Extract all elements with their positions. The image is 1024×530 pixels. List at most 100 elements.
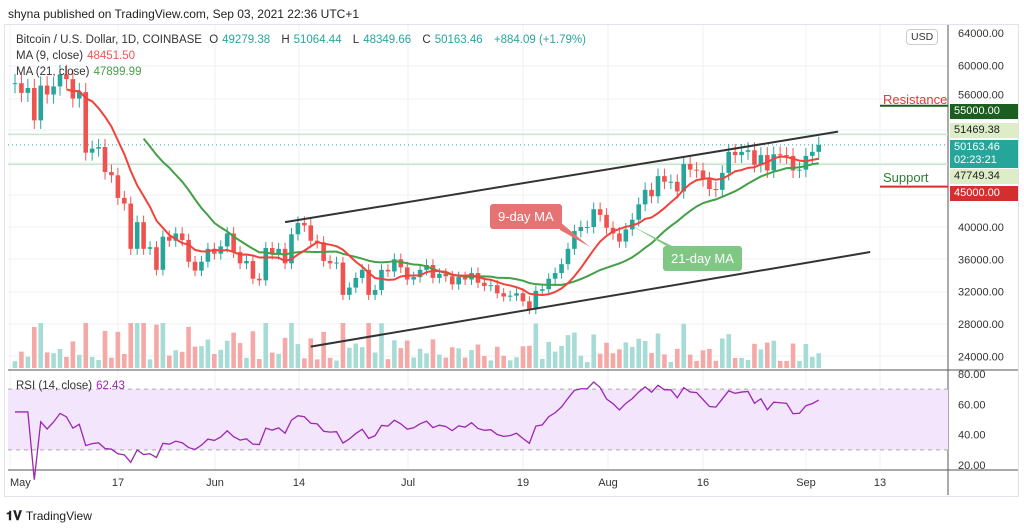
volume-bar bbox=[115, 331, 121, 368]
resistance-price-label: 55000.00 bbox=[950, 104, 1018, 119]
time-tick: 19 bbox=[517, 477, 529, 489]
volume-bar bbox=[488, 360, 494, 368]
ma9-legend[interactable]: MA (9, close) 48451.50 bbox=[16, 50, 139, 62]
chart-panel[interactable] bbox=[4, 24, 1019, 497]
candle-body bbox=[604, 214, 609, 228]
volume-bar bbox=[404, 340, 410, 368]
candle-body bbox=[745, 150, 751, 152]
volume-bar bbox=[803, 343, 809, 368]
ma9-annotation-pointer bbox=[560, 222, 590, 247]
volume-bar bbox=[597, 353, 603, 368]
candle-body bbox=[514, 293, 519, 296]
publish-info: shyna published on TradingView.com, Sep … bbox=[8, 7, 360, 21]
volume-bar bbox=[321, 331, 326, 368]
volume-bar bbox=[765, 342, 770, 368]
currency-button[interactable]: USD bbox=[906, 29, 939, 45]
candle-body bbox=[694, 169, 699, 171]
volume-bar bbox=[160, 323, 166, 368]
ma21-label: MA (21, close) bbox=[16, 66, 90, 78]
candle-body bbox=[340, 262, 346, 295]
candle-body bbox=[462, 277, 468, 280]
time-tick: 17 bbox=[112, 477, 124, 489]
candle-body bbox=[205, 248, 211, 262]
volume-bar bbox=[411, 357, 416, 368]
tradingview-logo[interactable]: 𝟏𝐕 TradingView bbox=[6, 508, 92, 524]
candle-body bbox=[777, 154, 783, 156]
volume-bar bbox=[141, 323, 146, 368]
volume-bar bbox=[668, 362, 674, 368]
candle-body bbox=[12, 83, 18, 85]
volume-bar bbox=[44, 352, 50, 368]
time-tick: Jun bbox=[206, 477, 224, 489]
candle-body bbox=[237, 252, 243, 264]
candle-body bbox=[231, 233, 236, 253]
change-value: +884.09 (+1.79%) bbox=[493, 34, 586, 46]
volume-bar bbox=[302, 358, 307, 368]
support-annotation: Support bbox=[883, 170, 929, 185]
tradingview-logo-icon: 𝟏𝐕 bbox=[6, 508, 22, 523]
candle-body bbox=[552, 273, 558, 279]
candle-body bbox=[784, 155, 789, 157]
ma9-label: MA (9, close) bbox=[16, 50, 84, 62]
ma21-legend[interactable]: MA (21, close) 47899.99 bbox=[16, 66, 145, 78]
high-label: H bbox=[281, 34, 290, 46]
candle-body bbox=[31, 88, 37, 121]
candle-body bbox=[51, 86, 56, 95]
candle-body bbox=[417, 269, 423, 278]
volume-bar bbox=[816, 353, 822, 368]
volume-bar bbox=[810, 356, 815, 368]
price-tick: 40000.00 bbox=[958, 222, 1004, 234]
volume-bar bbox=[231, 332, 236, 368]
volume-bar bbox=[546, 341, 551, 368]
volume-bar bbox=[456, 348, 461, 368]
volume-bar bbox=[501, 355, 506, 368]
volume-bar bbox=[392, 340, 397, 368]
candle-body bbox=[713, 189, 719, 191]
candle-body bbox=[96, 147, 101, 149]
volume-bar bbox=[31, 327, 37, 368]
volume-bar bbox=[578, 355, 584, 368]
candle-body bbox=[372, 290, 378, 295]
volume-bar bbox=[212, 353, 217, 368]
candle-body bbox=[199, 261, 204, 271]
volume-bar bbox=[205, 339, 211, 368]
candle-body bbox=[179, 233, 185, 240]
candle-body bbox=[475, 273, 481, 283]
ma9-line bbox=[66, 88, 819, 296]
price-tick: 60000.00 bbox=[958, 60, 1004, 72]
ma9-value: 48451.50 bbox=[87, 50, 136, 62]
candle-body bbox=[488, 285, 494, 287]
candle-body bbox=[398, 259, 404, 268]
candle-body bbox=[57, 74, 63, 87]
volume-bar bbox=[359, 347, 365, 368]
volume-bar bbox=[96, 359, 101, 368]
volume-bar bbox=[443, 357, 449, 368]
volume-bar bbox=[89, 356, 95, 368]
candle-body bbox=[578, 227, 584, 232]
symbol-legend: Bitcoin / U.S. Dollar, 1D, COINBASE O 492… bbox=[16, 34, 590, 46]
rsi-tick: 20.00 bbox=[958, 460, 986, 472]
candle-body bbox=[359, 269, 365, 278]
volume-bar bbox=[507, 360, 513, 368]
rsi-legend[interactable]: RSI (14, close) 62.43 bbox=[16, 380, 129, 392]
candle-body bbox=[636, 204, 642, 220]
volume-bar bbox=[449, 347, 455, 368]
candle-body bbox=[700, 170, 706, 180]
volume-bar bbox=[758, 349, 764, 368]
candle-body bbox=[64, 74, 69, 80]
candle-body bbox=[366, 269, 371, 295]
candle-body bbox=[353, 277, 359, 288]
volume-bar bbox=[25, 356, 31, 368]
volume-bar bbox=[649, 353, 654, 368]
volume-bar bbox=[629, 346, 635, 368]
candle-body bbox=[597, 209, 603, 215]
candle-body bbox=[128, 203, 134, 249]
volume-bar bbox=[385, 359, 391, 368]
symbol-title: Bitcoin / U.S. Dollar, 1D, COINBASE bbox=[16, 34, 202, 46]
volume-bar bbox=[604, 342, 609, 368]
volume-bar bbox=[623, 342, 629, 368]
time-tick: Aug bbox=[598, 477, 618, 489]
volume-bar bbox=[739, 357, 744, 368]
candle-body bbox=[250, 260, 256, 279]
